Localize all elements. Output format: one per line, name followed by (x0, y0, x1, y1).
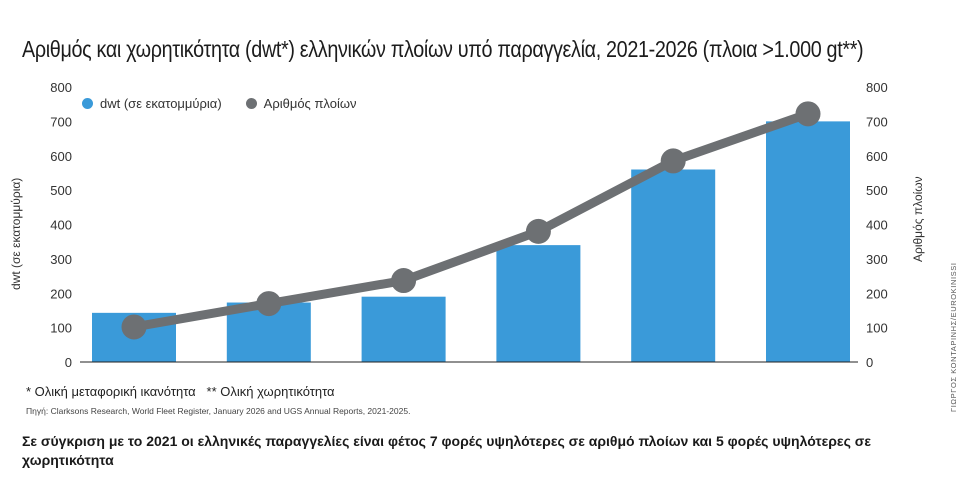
y-tick-left: 400 (50, 218, 72, 233)
line-point (121, 314, 147, 340)
y-tick-right: 800 (866, 80, 888, 95)
caption: Σε σύγκριση με το 2021 οι ελληνικές παρα… (22, 433, 871, 468)
legend-item-ships: Αριθμός πλοίων (245, 96, 357, 111)
y-tick-left: 100 (50, 321, 72, 336)
y-axis-title-right: Αριθμός πλοίων (911, 176, 925, 262)
chart-title: Αριθμός και χωρητικότητα (dwt*) ελληνικώ… (22, 36, 864, 62)
y-tick-left: 700 (50, 114, 72, 129)
y-tick-right: 200 (866, 286, 888, 301)
y-tick-left: 500 (50, 183, 72, 198)
y-axis-title-left: dwt (σε εκατομμύρια) (9, 177, 23, 290)
bar (361, 296, 446, 362)
y-tick-left: 800 (50, 80, 72, 95)
line-point (256, 291, 282, 317)
y-tick-right: 700 (866, 114, 888, 129)
legend-label-ships: Αριθμός πλοίων (263, 96, 357, 111)
y-tick-left: 300 (50, 252, 72, 267)
source-note: Πηγή: Clarksons Research, World Fleet Re… (26, 406, 411, 416)
bar (496, 245, 581, 362)
photo-credit: ΓΙΩΡΓΟΣ ΚΟΝΤΑΡΙΝΗΣ/EUROKINISSI (949, 262, 958, 412)
y-tick-left: 600 (50, 149, 72, 164)
y-tick-right: 400 (866, 218, 888, 233)
line-point (525, 218, 551, 244)
y-tick-right: 0 (866, 355, 873, 370)
legend-swatch-ships (245, 98, 257, 109)
line-point (795, 101, 821, 127)
y-tick-left: 0 (65, 355, 72, 370)
bar (631, 169, 716, 362)
line-point (660, 148, 686, 174)
line-point (391, 268, 417, 294)
y-tick-right: 600 (866, 149, 888, 164)
legend-label-dwt: dwt (σε εκατομμύρια) (100, 96, 222, 111)
legend: dwt (σε εκατομμύρια) Αριθμός πλοίων (82, 96, 380, 111)
series-line (129, 109, 813, 332)
legend-item-dwt: dwt (σε εκατομμύρια) (82, 96, 222, 111)
y-tick-left: 200 (50, 286, 72, 301)
y-tick-right: 100 (866, 321, 888, 336)
legend-swatch-dwt (82, 98, 93, 109)
footnote: * Ολική μεταφορική ικανότητα ** Ολική χω… (26, 384, 335, 399)
bar (766, 121, 850, 362)
y-tick-right: 300 (866, 252, 888, 267)
y-tick-right: 500 (866, 183, 888, 198)
